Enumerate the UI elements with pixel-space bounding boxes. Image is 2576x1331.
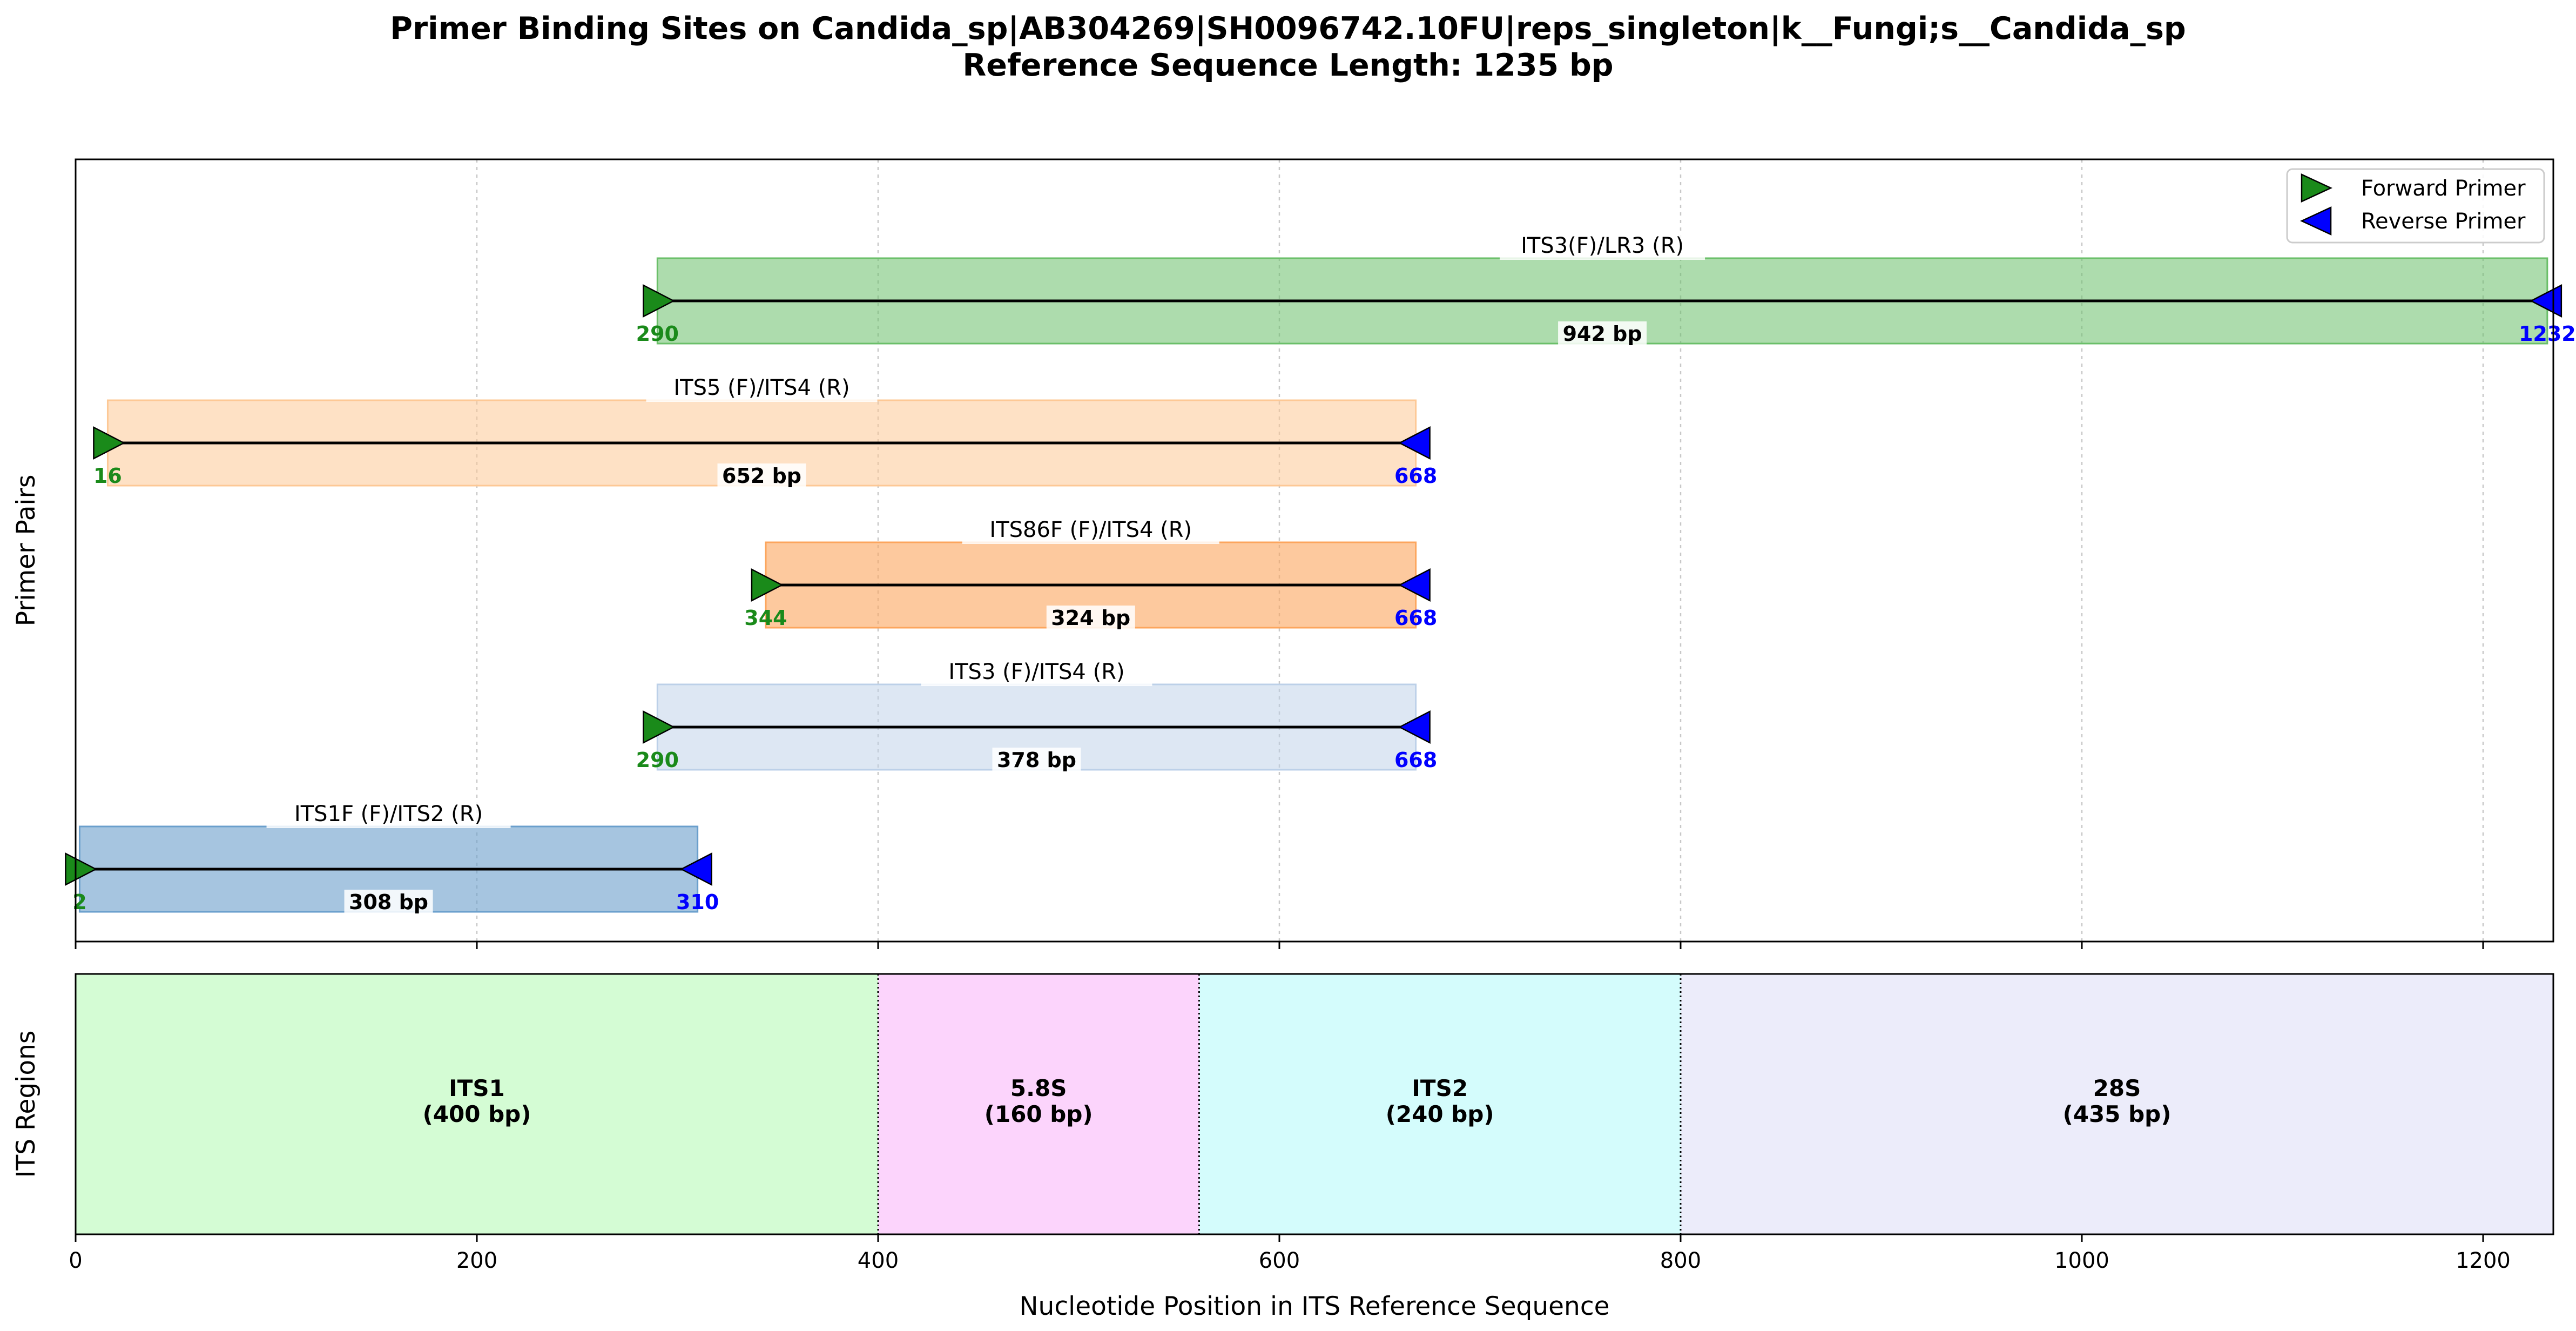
primer-bars: ITS3(F)/LR3 (R) 942 bp 290 1232 ITS5 (F)/ITS… [65, 232, 2576, 915]
forward-primer-marker-3 [643, 710, 676, 744]
pair-label-bg-4 [266, 800, 511, 828]
primer-pair-1: ITS5 (F)/ITS4 (R) 652 bp 16 668 [93, 374, 1437, 488]
pair-label-bg-1 [646, 374, 878, 402]
chart-title-line1: Primer Binding Sites on Candida_sp|AB304… [390, 11, 2186, 47]
end-position-label-4: 310 [676, 890, 719, 914]
pair-label-bg-2 [962, 516, 1219, 544]
start-position-label-4: 2 [72, 890, 86, 914]
pair-label-2: ITS86F (F)/ITS4 (R) [989, 517, 1192, 542]
pair-label-3: ITS3 (F)/ITS4 (R) [948, 660, 1124, 684]
pair-label-1: ITS5 (F)/ITS4 (R) [673, 375, 849, 400]
forward-primer-marker-4 [65, 852, 98, 886]
length-label-bg-2 [1046, 606, 1135, 630]
length-label-bg-3 [992, 748, 1081, 772]
primer-x-ticks [75, 942, 2484, 949]
region-name-label-0: ITS1 [449, 1075, 505, 1101]
region-length-label-0: (400 bp) [423, 1101, 531, 1127]
its-regions: ITS1(400 bp)5.8S(160 bp)ITS2(240 bp)28S(… [76, 974, 2553, 1234]
region-block-0 [76, 974, 878, 1234]
primer-pair-3: ITS3 (F)/ITS4 (R) 378 bp 290 668 [636, 658, 1437, 772]
regions-x-ticks: 0 200 400 600 800 1000 1200 [69, 1234, 2511, 1273]
length-label-bg-4 [344, 890, 433, 915]
region-name-label-1: 5.8S [1010, 1075, 1067, 1101]
start-position-label-1: 16 [93, 464, 122, 488]
chart-title-line2: Reference Sequence Length: 1235 bp [962, 48, 1613, 83]
reverse-primer-marker-3 [1398, 710, 1431, 744]
end-position-label-2: 668 [1394, 606, 1437, 630]
pair-label-bg-0 [1500, 232, 1705, 260]
length-label-bg-1 [717, 463, 806, 488]
region-its2: ITS2(240 bp) [1198, 974, 1681, 1234]
length-label-2: 324 bp [1051, 606, 1130, 630]
region-name-label-2: ITS2 [1412, 1075, 1468, 1101]
region-block-3 [1680, 974, 2553, 1234]
region-name-label-3: 28S [2093, 1075, 2141, 1101]
primer-pair-4: ITS1F (F)/ITS2 (R) 308 bp 2 310 [65, 800, 719, 915]
x-axis-label: Nucleotide Position in ITS Reference Seq… [1019, 1292, 1609, 1321]
x-tick-label-1000: 1000 [2054, 1248, 2109, 1273]
primer-pair-2: ITS86F (F)/ITS4 (R) 324 bp 344 668 [744, 516, 1437, 630]
region-5-8s: 5.8S(160 bp) [877, 974, 1199, 1234]
end-position-label-1: 668 [1394, 464, 1437, 488]
length-label-bg-0 [1558, 321, 1647, 346]
reverse-primer-marker-4 [679, 852, 712, 886]
start-position-label-2: 344 [744, 606, 787, 630]
end-position-label-0: 1232 [2519, 322, 2576, 346]
x-tick-label-400: 400 [858, 1248, 899, 1273]
reverse-primer-marker-2 [1398, 568, 1431, 602]
x-tick-label-800: 800 [1660, 1248, 1701, 1273]
x-tick-label-600: 600 [1259, 1248, 1300, 1273]
pair-label-4: ITS1F (F)/ITS2 (R) [294, 802, 483, 826]
legend-reverse-label: Reverse Primer [2361, 209, 2526, 234]
start-position-label-3: 290 [636, 748, 679, 772]
forward-primer-marker-1 [93, 426, 126, 460]
reverse-primer-marker-1 [1398, 426, 1431, 460]
region-block-1 [878, 974, 1199, 1234]
primer-y-axis-label: Primer Pairs [11, 475, 41, 627]
pair-label-0: ITS3(F)/LR3 (R) [1521, 233, 1684, 258]
end-position-label-3: 668 [1394, 748, 1437, 772]
forward-primer-marker-0 [643, 284, 676, 318]
x-tick-label-0: 0 [69, 1248, 82, 1273]
length-label-3: 378 bp [997, 748, 1076, 772]
start-position-label-0: 290 [636, 322, 679, 346]
legend-forward-label: Forward Primer [2361, 176, 2526, 201]
regions-y-axis-label: ITS Regions [11, 1031, 41, 1178]
forward-primer-marker-2 [751, 568, 784, 602]
region-its1: ITS1(400 bp) [76, 974, 878, 1234]
region-28s: 28S(435 bp) [1680, 974, 2553, 1234]
primer-plot-frame [75, 158, 2554, 943]
region-length-label-1: (160 bp) [984, 1101, 1093, 1127]
legend-box [2286, 168, 2545, 244]
forward-primer-legend-icon [2301, 173, 2332, 203]
primer-pair-0: ITS3(F)/LR3 (R) 942 bp 290 1232 [636, 232, 2576, 346]
length-label-1: 652 bp [722, 464, 801, 488]
x-tick-label-200: 200 [456, 1248, 497, 1273]
region-block-2 [1199, 974, 1681, 1234]
x-tick-label-1200: 1200 [2456, 1248, 2511, 1273]
its-regions-panel: ITS1(400 bp)5.8S(160 bp)ITS2(240 bp)28S(… [11, 973, 2554, 1321]
pair-label-bg-3 [921, 658, 1152, 686]
reverse-primer-legend-icon [2300, 206, 2332, 236]
legend: Forward Primer Reverse Primer [2286, 168, 2545, 244]
length-label-4: 308 bp [349, 890, 428, 914]
region-length-label-2: (240 bp) [1386, 1101, 1494, 1127]
length-label-0: 942 bp [1563, 322, 1642, 346]
region-length-label-3: (435 bp) [2063, 1101, 2172, 1127]
regions-plot-frame [75, 973, 2554, 1235]
primer-pairs-panel: ITS3(F)/LR3 (R) 942 bp 290 1232 ITS5 (F)/ITS… [11, 158, 2576, 949]
